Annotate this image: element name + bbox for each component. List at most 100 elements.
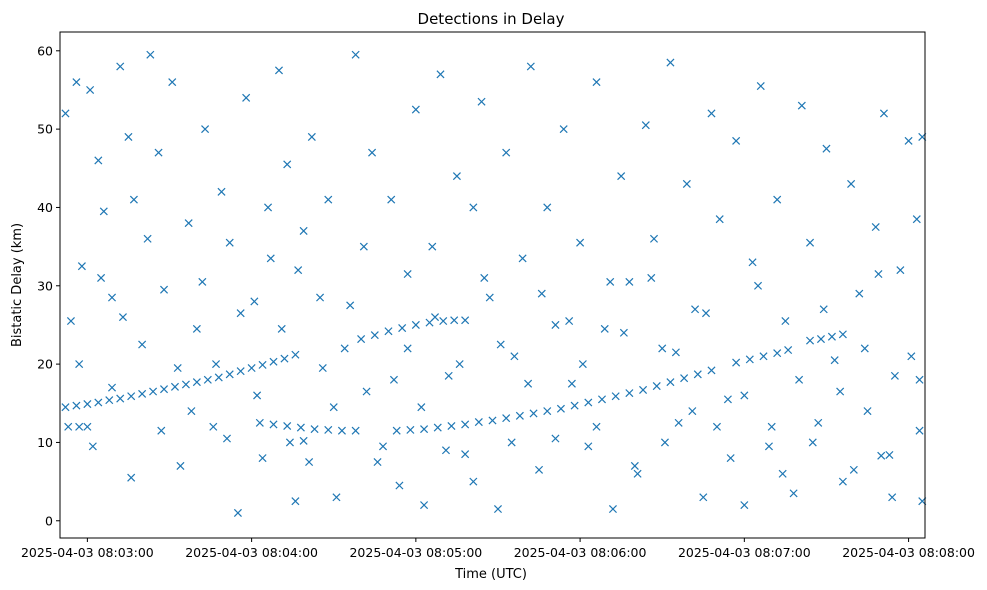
data-point xyxy=(105,396,114,405)
data-point xyxy=(814,418,823,427)
data-point xyxy=(192,324,201,333)
data-point xyxy=(209,422,218,431)
data-point xyxy=(535,465,544,474)
data-point xyxy=(879,109,888,118)
data-point xyxy=(753,281,763,290)
data-point xyxy=(543,203,552,212)
data-point xyxy=(159,385,169,394)
data-point xyxy=(827,332,836,341)
data-point xyxy=(641,121,650,130)
x-tick-label: 2025-04-03 08:03:00 xyxy=(21,545,154,560)
data-point xyxy=(666,378,675,387)
chart-title: Detections in Delay xyxy=(418,10,565,28)
data-point xyxy=(877,451,886,460)
data-point xyxy=(485,293,494,302)
data-point xyxy=(94,156,103,165)
data-point xyxy=(428,242,437,251)
data-point xyxy=(316,293,325,302)
data-point xyxy=(480,273,489,282)
data-point xyxy=(712,422,721,431)
data-point xyxy=(291,497,300,506)
data-point xyxy=(584,398,593,407)
data-point xyxy=(797,101,806,110)
data-point xyxy=(127,473,136,482)
data-point xyxy=(192,378,201,387)
x-tick-label: 2025-04-03 08:08:00 xyxy=(842,545,975,560)
data-point xyxy=(253,391,262,400)
data-point xyxy=(608,504,617,514)
data-point xyxy=(551,320,560,329)
data-point xyxy=(72,401,81,410)
data-point xyxy=(838,477,847,486)
data-point xyxy=(307,132,316,141)
data-point xyxy=(617,172,626,181)
data-point xyxy=(529,409,538,418)
data-point xyxy=(351,426,360,435)
data-point xyxy=(439,317,448,326)
data-point xyxy=(745,355,754,364)
y-tick-label: 60 xyxy=(37,43,53,58)
y-tick-label: 30 xyxy=(37,278,53,293)
data-point xyxy=(370,331,379,340)
data-point xyxy=(507,438,516,447)
data-point xyxy=(551,434,560,443)
data-point xyxy=(411,105,420,114)
data-point xyxy=(863,407,872,416)
data-point xyxy=(666,58,675,67)
data-point xyxy=(351,50,360,59)
data-point xyxy=(332,493,341,502)
x-tick-label: 2025-04-03 08:04:00 xyxy=(185,545,318,560)
data-point xyxy=(420,425,429,434)
data-point xyxy=(233,508,242,517)
data-point xyxy=(337,426,346,435)
y-axis-label: Bistatic Delay (km) xyxy=(10,223,25,347)
data-point xyxy=(277,324,286,333)
data-point xyxy=(639,385,648,394)
data-point xyxy=(222,434,232,443)
data-point xyxy=(242,93,251,102)
data-point xyxy=(378,442,388,451)
data-point xyxy=(759,352,768,361)
data-point xyxy=(860,344,869,353)
data-point xyxy=(806,238,815,247)
data-point xyxy=(838,330,847,339)
data-point xyxy=(732,136,741,145)
data-point xyxy=(359,242,368,251)
data-point xyxy=(294,266,303,275)
data-point xyxy=(625,277,634,286)
data-point xyxy=(417,403,426,412)
data-point xyxy=(510,352,519,361)
data-point xyxy=(784,345,793,355)
data-point xyxy=(118,313,127,322)
data-point xyxy=(258,360,267,369)
data-point xyxy=(269,420,278,429)
data-point xyxy=(885,450,894,459)
data-point xyxy=(406,425,415,434)
data-point xyxy=(526,62,535,71)
data-point xyxy=(630,461,639,470)
data-point xyxy=(173,364,182,373)
data-point xyxy=(184,219,193,228)
data-point xyxy=(247,364,256,373)
data-point xyxy=(652,382,661,391)
data-point xyxy=(680,374,689,383)
data-point xyxy=(543,407,552,416)
data-point xyxy=(392,426,401,435)
x-tick-label: 2025-04-03 08:06:00 xyxy=(514,545,647,560)
data-point xyxy=(61,109,70,118)
y-tick-label: 0 xyxy=(45,513,53,528)
data-point xyxy=(389,375,398,384)
data-point xyxy=(75,360,84,369)
data-point xyxy=(143,234,152,243)
data-point xyxy=(584,442,593,451)
data-point xyxy=(606,277,615,286)
data-point xyxy=(723,395,732,404)
data-point xyxy=(748,258,757,267)
data-point xyxy=(600,324,609,333)
data-point xyxy=(830,356,839,365)
data-point xyxy=(217,187,226,196)
data-point xyxy=(477,97,486,106)
data-point xyxy=(570,401,579,410)
data-point xyxy=(420,501,429,510)
